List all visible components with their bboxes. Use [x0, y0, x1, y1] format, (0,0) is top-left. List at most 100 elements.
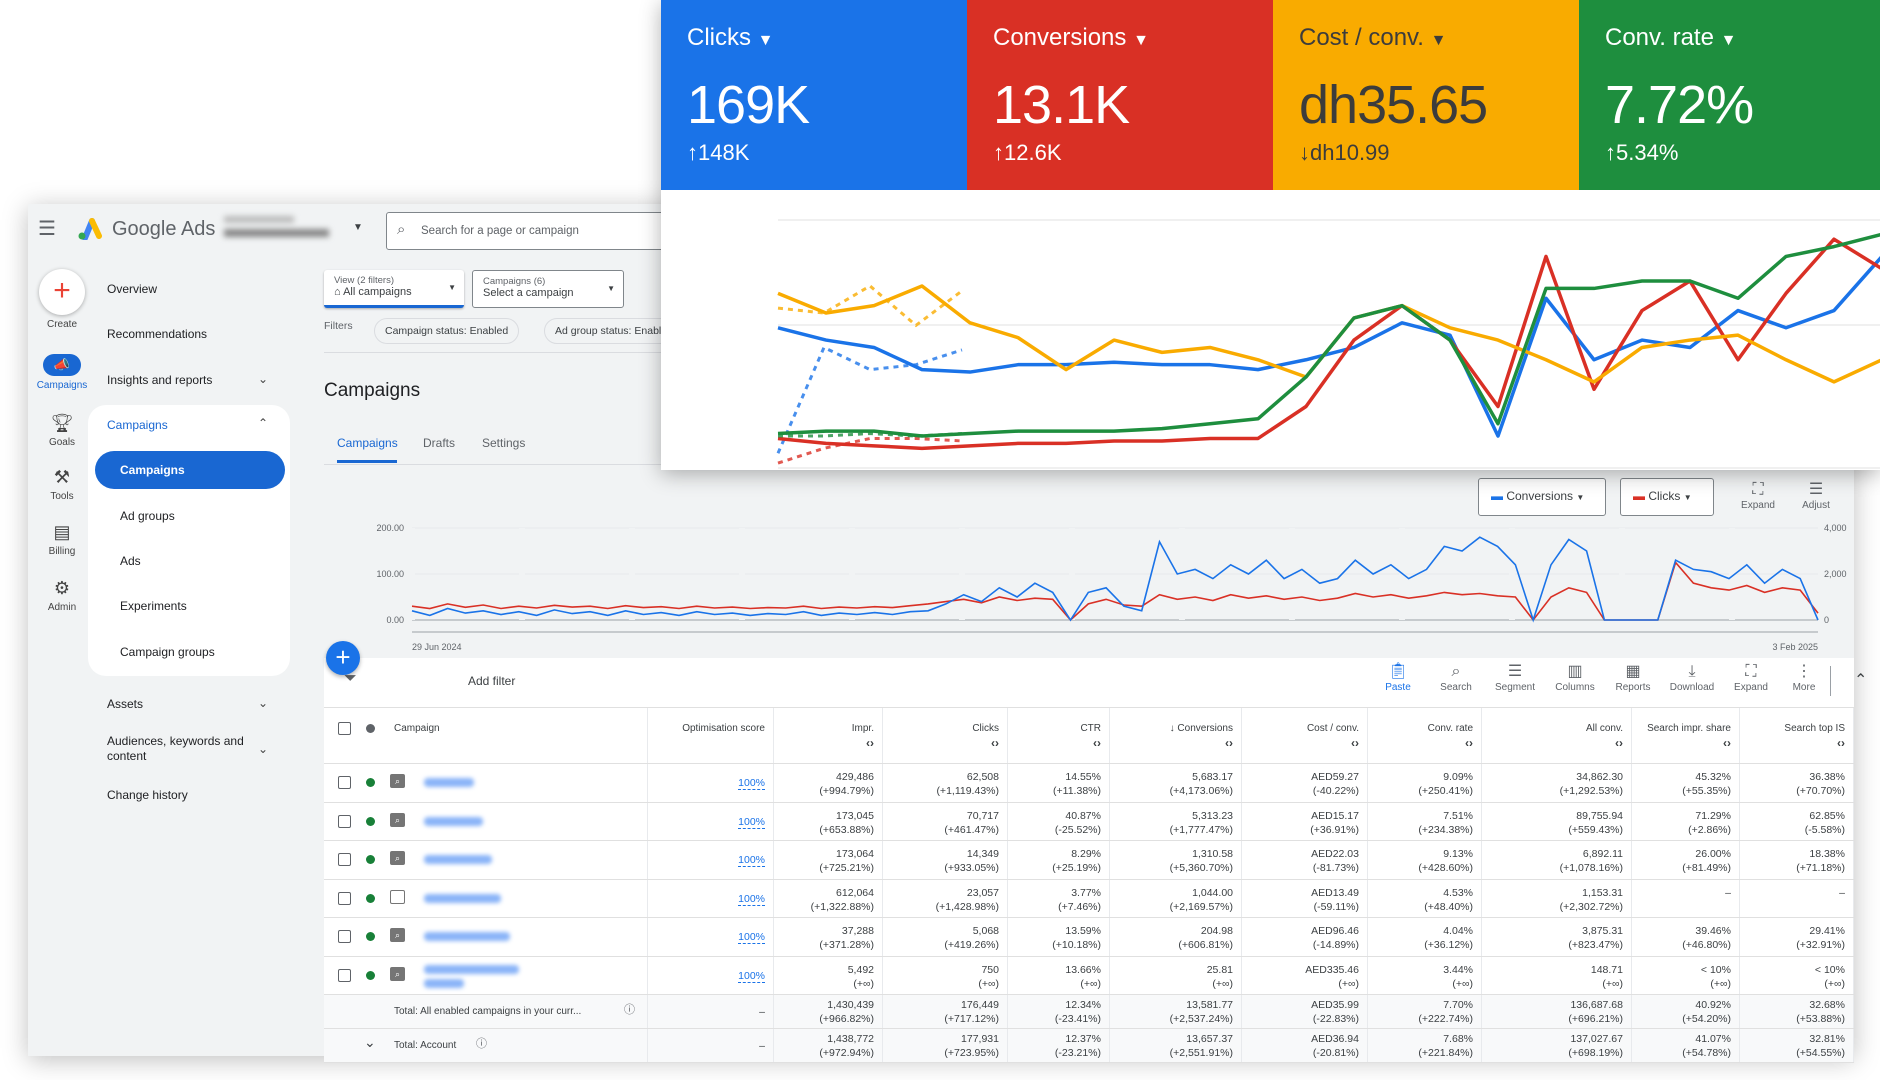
row-checkbox[interactable] — [338, 853, 351, 866]
header-search-impr-share[interactable]: Search impr. share ‹› — [1632, 708, 1740, 763]
campaign-selector[interactable]: Campaigns (6) Select a campaign ▼ — [472, 270, 624, 308]
nav-sub-ad-groups[interactable]: Ad groups — [120, 509, 175, 523]
rail-admin[interactable]: ⚙ Admin — [28, 577, 96, 613]
header-clicks[interactable]: Clicks ‹› — [883, 708, 1008, 763]
rail-goals[interactable]: 🏆︎ Goals — [28, 412, 96, 448]
kpi-tile-0[interactable]: Clicks ▼ 169K ↑148K — [661, 0, 967, 190]
collapse-chevron-icon[interactable]: ⌃ — [1854, 672, 1868, 689]
nav-recommendations[interactable]: Recommendations — [107, 327, 208, 341]
table-row[interactable]: ⌕ 100% 5,492 (+∞) 750 (+∞) 13.66% (+∞) 25.81 (+∞)… — [324, 956, 1854, 995]
account-dropdown-icon[interactable]: ▼ — [353, 222, 363, 233]
filter-chip-ad-group-status[interactable]: Ad group status: Enabled — [544, 318, 684, 344]
table-row[interactable]: ⌕ 100% 173,064 (+725.21%) 14,349 (+933.05%) 8.… — [324, 841, 1854, 880]
header-all-conv-[interactable]: All conv. ‹› — [1482, 708, 1632, 763]
account-selector[interactable] — [224, 216, 334, 242]
campaign-name-link[interactable] — [424, 964, 519, 974]
resize-arrows-icon[interactable]: ‹› — [866, 736, 874, 750]
header-cost-conv-[interactable]: Cost / conv. ‹› — [1242, 708, 1368, 763]
add-filter-button[interactable]: Add filter — [468, 674, 516, 688]
chart-adjust-button[interactable]: ☰ Adjust — [1788, 480, 1844, 511]
table-row[interactable]: ⌕ 100% 429,486 (+994.79%) 62,508 (+1,119.43%)… — [324, 764, 1854, 803]
nav-overview[interactable]: Overview — [107, 282, 158, 296]
header-campaign[interactable]: Campaign — [324, 708, 648, 763]
optimisation-score[interactable]: 100% — [648, 879, 774, 917]
tab-campaigns[interactable]: Campaigns — [337, 436, 398, 450]
menu-icon[interactable]: ☰ — [38, 218, 56, 240]
search-input[interactable]: ⌕ Search for a page or campaign — [386, 212, 686, 250]
kpi-tile-3[interactable]: Conv. rate ▼ 7.72% ↑5.34% — [1579, 0, 1880, 190]
rail-tools[interactable]: ⚒ Tools — [28, 466, 96, 502]
metric1-selector[interactable]: ▬ Conversions ▼ — [1478, 478, 1606, 516]
header-conv-rate[interactable]: Conv. rate ‹› — [1368, 708, 1482, 763]
nav-audiences[interactable]: Audiences, keywords and content — [107, 734, 244, 763]
header-search-top-is[interactable]: Search top IS ‹› — [1740, 708, 1854, 763]
kpi-title[interactable]: Conv. rate ▼ — [1605, 24, 1737, 51]
table-row[interactable]: ⌕ 100% 37,288 (+371.28%) 5,068 (+419.26%) 13.5… — [324, 918, 1854, 957]
row-checkbox[interactable] — [338, 930, 351, 943]
toolbar-reports-button[interactable]: ▦ Reports — [1605, 662, 1661, 693]
tab-drafts[interactable]: Drafts — [423, 436, 456, 450]
metric2-selector[interactable]: ▬ Clicks ▼ — [1620, 478, 1714, 516]
toolbar-segment-button[interactable]: ☰ Segment — [1487, 662, 1543, 693]
resize-arrows-icon[interactable]: ‹› — [1465, 736, 1473, 750]
kpi-title[interactable]: Cost / conv. ▼ — [1299, 24, 1447, 51]
campaign-name-link[interactable] — [424, 778, 474, 787]
toolbar-download-button[interactable]: ⤓ Download — [1664, 662, 1720, 693]
row-checkbox[interactable] — [338, 776, 351, 789]
header-optimisation-score[interactable]: Optimisation score — [648, 708, 774, 763]
nav-sub-campaigns[interactable]: Campaigns — [120, 463, 185, 477]
optimisation-score[interactable]: 100% — [648, 918, 774, 956]
toolbar-more-button[interactable]: ⋮ More — [1776, 662, 1832, 693]
header-ctr[interactable]: CTR ‹› — [1008, 708, 1110, 763]
nav-sub-campaigns-selected[interactable] — [95, 451, 285, 489]
resize-arrows-icon[interactable]: ‹› — [1093, 736, 1101, 750]
view-selector[interactable]: View (2 filters) ⌂ All campaigns ▼ — [324, 270, 464, 308]
chevron-down-icon[interactable]: ⌄ — [258, 696, 269, 710]
campaign-name-link[interactable] — [424, 893, 501, 903]
toolbar-expand-button[interactable]: ⛶ Expand — [1723, 662, 1779, 693]
toolbar-columns-button[interactable]: ▥ Columns — [1547, 662, 1603, 693]
nav-sub-campaign-groups[interactable]: Campaign groups — [120, 645, 215, 659]
row-checkbox[interactable] — [338, 891, 351, 905]
resize-arrows-icon[interactable]: ‹› — [1723, 736, 1731, 750]
resize-arrows-icon[interactable]: ‹› — [1225, 736, 1233, 750]
table-row[interactable]: 100% 612,064 (+1,322.88%) 23,057 (+1,428.98%… — [324, 879, 1854, 918]
header-conversions[interactable]: ↓ Conversions ‹› — [1110, 708, 1242, 763]
header-impr-[interactable]: Impr. ‹› — [774, 708, 883, 763]
kpi-title[interactable]: Clicks ▼ — [687, 24, 774, 51]
campaign-name-link[interactable] — [424, 816, 483, 826]
help-icon[interactable]: ⓘ — [624, 1004, 635, 1016]
resize-arrows-icon[interactable]: ‹› — [1837, 736, 1845, 750]
select-all-checkbox[interactable] — [338, 722, 351, 735]
tab-settings[interactable]: Settings — [482, 436, 526, 450]
kpi-tile-1[interactable]: Conversions ▼ 13.1K ↑12.6K — [967, 0, 1273, 190]
nav-campaigns-section[interactable]: Campaigns — [107, 418, 168, 432]
chevron-down-icon[interactable]: ⌄ — [258, 742, 269, 756]
table-row[interactable]: ⌕ 100% 173,045 (+653.88%) 70,717 (+461.47%) 40… — [324, 802, 1854, 841]
row-checkbox[interactable] — [338, 968, 351, 982]
nav-insights[interactable]: Insights and reports — [107, 373, 213, 387]
optimisation-score[interactable]: 100% — [648, 764, 774, 802]
optimisation-score[interactable]: 100% — [648, 802, 774, 840]
campaign-name-link[interactable] — [424, 932, 510, 941]
chevron-up-icon[interactable]: ⌃ — [258, 416, 269, 430]
filter-chip-campaign-status[interactable]: Campaign status: Enabled — [374, 318, 520, 344]
nav-change-history[interactable]: Change history — [107, 788, 188, 802]
row-checkbox[interactable] — [338, 814, 351, 828]
resize-arrows-icon[interactable]: ‹› — [1351, 736, 1359, 750]
chevron-down-icon[interactable]: ⌄ — [258, 372, 269, 386]
chart-expand-button[interactable]: ⛶ Expand — [1730, 480, 1786, 511]
nav-sub-ads[interactable]: Ads — [120, 554, 141, 568]
kpi-title[interactable]: Conversions ▼ — [993, 24, 1149, 51]
rail-billing[interactable]: ▤ Billing — [28, 521, 96, 557]
toolbar-search-button[interactable]: ⌕ Search — [1428, 662, 1484, 693]
add-fab-button[interactable]: + — [326, 641, 360, 675]
resize-arrows-icon[interactable]: ‹› — [1615, 736, 1623, 750]
rail-create[interactable]: + Create — [28, 269, 96, 330]
resize-arrows-icon[interactable]: ‹› — [991, 736, 999, 750]
nav-sub-experiments[interactable]: Experiments — [120, 599, 187, 613]
expand-chevron-icon[interactable]: ⌄ — [364, 1034, 376, 1050]
toolbar-paste-button[interactable]: 📋︎ Paste — [1370, 662, 1426, 693]
rail-campaigns[interactable]: 📣 Campaigns — [28, 354, 96, 391]
campaign-name-link[interactable] — [424, 855, 492, 864]
